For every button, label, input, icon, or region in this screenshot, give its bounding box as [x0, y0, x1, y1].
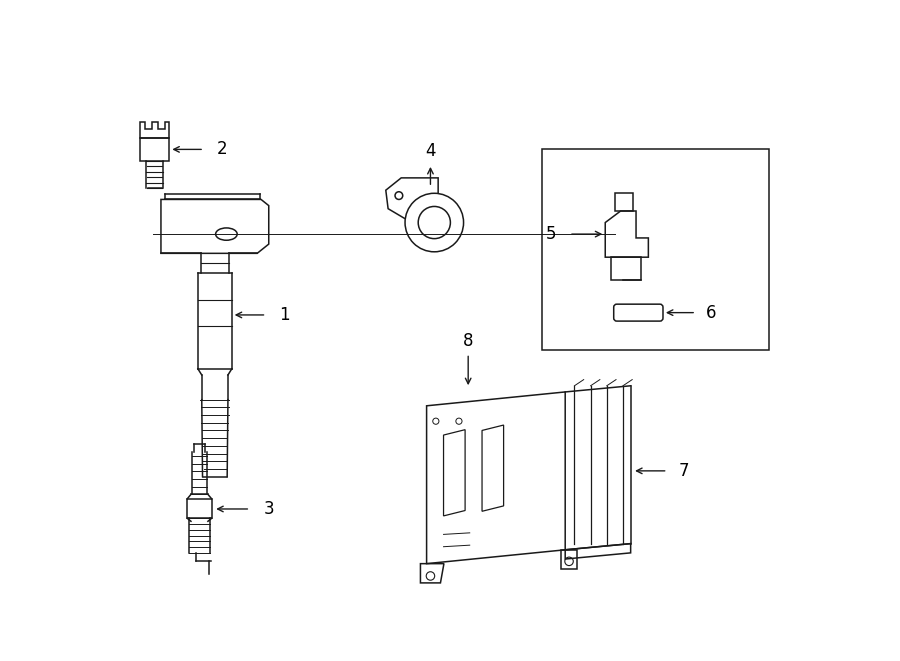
Text: 3: 3	[264, 500, 274, 518]
Text: 7: 7	[679, 462, 688, 480]
Text: 2: 2	[217, 140, 228, 159]
Bar	[187, 499, 212, 518]
Bar	[542, 149, 770, 350]
Text: 5: 5	[545, 225, 556, 243]
Text: 4: 4	[425, 142, 436, 160]
Text: 8: 8	[463, 332, 473, 350]
Text: 6: 6	[706, 303, 716, 322]
Text: 1: 1	[280, 306, 290, 324]
Bar	[140, 138, 169, 161]
